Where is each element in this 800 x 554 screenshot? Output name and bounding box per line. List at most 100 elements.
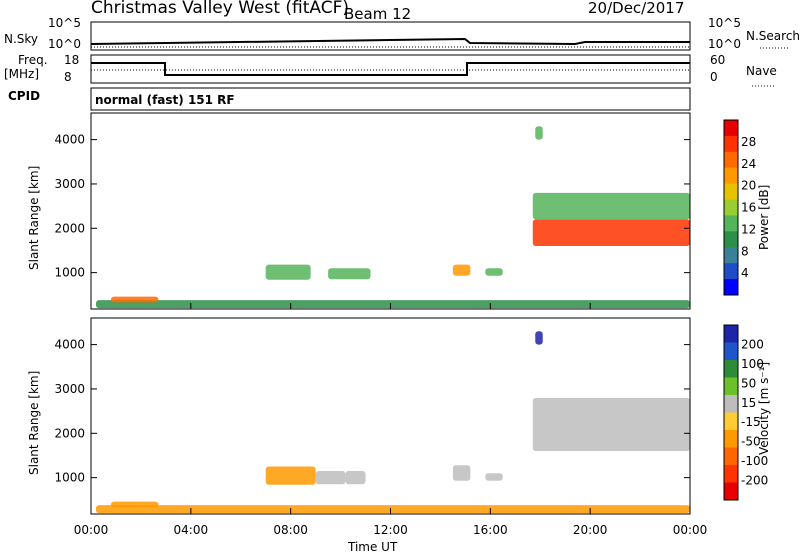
cpid-text: normal (fast) 151 RF xyxy=(95,93,235,107)
velocity-colorbar-segment-0 xyxy=(724,325,738,343)
velocity-xtick-label-3: 12:00 xyxy=(373,523,408,537)
time-axis-title: Time UT xyxy=(347,540,398,554)
power-colorbar-segment-9 xyxy=(724,263,738,280)
velocity-xtick-label-5: 20:00 xyxy=(573,523,608,537)
velocity-xtick-label-4: 16:00 xyxy=(473,523,508,537)
velocity-x-axis: 00:00 04:00 08:00 12:00 16:00 20:00 00:00 xyxy=(74,508,708,537)
freq-tick-top: 18 xyxy=(64,53,79,67)
velocity-region-2 xyxy=(265,466,316,485)
velocity-region-8 xyxy=(532,397,690,452)
velocity-region-0 xyxy=(95,505,690,514)
noise-panel-frame xyxy=(90,21,691,51)
velocity-ytick-label-3: 4000 xyxy=(54,338,85,352)
velocity-colorbar-segment-6 xyxy=(724,430,738,448)
velocity-region-1 xyxy=(110,501,159,508)
noise-tick-right-top: 10^5 xyxy=(708,16,741,30)
velocity-xtick-label-1: 04:00 xyxy=(174,523,209,537)
power-panel: 1000 2000 3000 4000 Slant Range [km] 28 24 20… xyxy=(27,112,771,310)
velocity-colorbar-segment-4 xyxy=(724,395,738,413)
velocity-colorbar-tick-0: 200 xyxy=(741,337,764,351)
power-colorbar-tick-4: 12 xyxy=(741,222,756,236)
power-colorbar: 28 24 20 16 12 8 4 xyxy=(723,119,756,296)
velocity-panel: 1000 2000 3000 4000 00:00 04:00 08:00 12:00 16:… xyxy=(27,317,771,537)
velocity-colorbar: 200 100 50 15 -15 -50 -100 -200 xyxy=(723,324,768,501)
power-colorbar-tick-2: 20 xyxy=(741,179,756,193)
power-region-2 xyxy=(265,264,311,280)
power-colorbar-tick-5: 8 xyxy=(741,244,749,258)
velocity-ylabel: Slant Range [km] xyxy=(27,371,41,475)
nsky-label: N.Sky xyxy=(4,32,38,46)
freq-label: Freq. xyxy=(18,53,48,67)
power-colorbar-tick-6: 4 xyxy=(741,266,749,280)
nave-tick-top: 60 xyxy=(710,53,725,67)
velocity-colorbar-frame xyxy=(723,324,739,501)
power-ytick-label-3: 4000 xyxy=(54,133,85,147)
velocity-ytick-label-1: 2000 xyxy=(54,426,85,440)
velocity-ytick-label-0: 1000 xyxy=(54,471,85,485)
station-title: Christmas Valley West (fitACF) xyxy=(91,0,349,18)
nave-label: Nave xyxy=(746,64,777,78)
power-colorbar-tick-1: 24 xyxy=(741,157,756,171)
power-region-5 xyxy=(485,268,503,276)
power-colorbar-segment-4 xyxy=(724,183,738,201)
freq-tick-bottom: 8 xyxy=(64,70,72,84)
power-colorbar-tick-0: 28 xyxy=(741,135,756,149)
velocity-ytick-label-2: 3000 xyxy=(54,382,85,396)
velocity-colorbar-segment-5 xyxy=(724,412,738,431)
velocity-colorbar-tick-1: 100 xyxy=(741,357,764,371)
velocity-marks xyxy=(95,331,690,514)
velocity-xtick-label-2: 08:00 xyxy=(273,523,308,537)
velocity-region-4 xyxy=(345,470,366,485)
cpid-panel: CPID normal (fast) 151 RF xyxy=(8,87,691,111)
velocity-colorbar-segment-3 xyxy=(724,377,738,396)
velocity-colorbar-segment-8 xyxy=(724,465,738,483)
velocity-colorbar-segment-2 xyxy=(724,360,738,378)
power-region-0 xyxy=(95,300,690,309)
beam-label: Beam 12 xyxy=(344,5,411,23)
velocity-colorbar-tick-2: 50 xyxy=(741,376,756,390)
noise-tick-left-top: 10^5 xyxy=(48,16,81,30)
velocity-colorbar-tick-5: -50 xyxy=(741,435,761,449)
power-colorbar-segment-1 xyxy=(724,135,738,153)
velocity-colorbar-tick-3: 15 xyxy=(741,396,756,410)
power-colorbar-segment-0 xyxy=(724,120,738,137)
power-colorbar-segment-7 xyxy=(724,231,738,248)
power-colorbar-segment-6 xyxy=(724,215,738,232)
power-colorbar-segment-10 xyxy=(724,279,738,296)
power-x-axis xyxy=(90,303,691,309)
power-region-6 xyxy=(535,126,543,140)
power-ytick-label-1: 2000 xyxy=(54,221,85,235)
velocity-colorbar-tick-4: -15 xyxy=(741,415,761,429)
power-colorbar-segment-5 xyxy=(724,199,738,216)
date-label: 20/Dec/2017 xyxy=(588,0,684,17)
velocity-xtick-label-0: 00:00 xyxy=(74,523,109,537)
power-colorbar-segment-2 xyxy=(724,151,738,169)
noise-tick-left-bottom: 10^0 xyxy=(48,37,81,51)
nsearch-label: N.Search xyxy=(746,29,800,43)
power-y-axis: 1000 2000 3000 4000 xyxy=(54,133,690,280)
velocity-colorbar-label: Velocity [m s⁻¹] xyxy=(757,362,771,455)
velocity-colorbar-segment-7 xyxy=(724,447,738,466)
velocity-region-6 xyxy=(485,473,503,481)
frequency-panel-frame xyxy=(90,54,691,84)
velocity-colorbar-segment-9 xyxy=(724,482,738,501)
power-ytick-label-2: 3000 xyxy=(54,177,85,191)
velocity-colorbar-tick-6: -100 xyxy=(741,454,768,468)
noise-sky-line xyxy=(90,37,690,46)
velocity-xtick-label-6: 00:00 xyxy=(673,523,708,537)
power-colorbar-tick-3: 16 xyxy=(741,201,756,215)
power-ytick-label-0: 1000 xyxy=(54,266,85,280)
power-region-4 xyxy=(452,264,471,276)
velocity-region-7 xyxy=(535,331,543,345)
velocity-region-5 xyxy=(452,465,471,481)
power-region-8 xyxy=(532,192,690,220)
velocity-y-axis: 1000 2000 3000 4000 xyxy=(54,338,690,485)
cpid-panel-frame xyxy=(90,87,691,111)
velocity-colorbar-tick-7: -200 xyxy=(741,474,768,488)
power-ylabel: Slant Range [km] xyxy=(27,166,41,270)
power-colorbar-label: Power [dB] xyxy=(757,185,771,250)
freq-unit-label: [MHz] xyxy=(4,67,39,81)
frequency-line xyxy=(91,62,690,76)
noise-tick-right-bottom: 10^0 xyxy=(708,37,741,51)
